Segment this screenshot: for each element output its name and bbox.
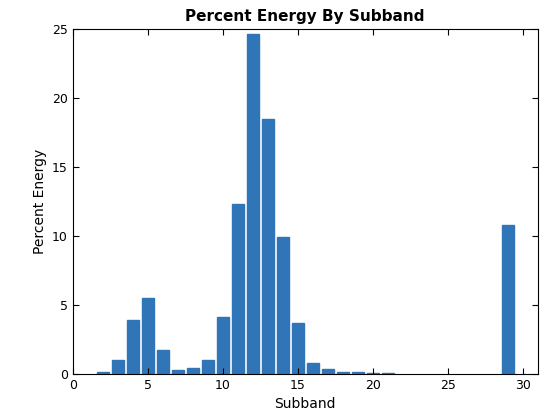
Bar [382,373,394,374]
Bar [97,372,109,374]
Bar [352,373,363,374]
Bar [202,360,214,374]
Bar [502,225,514,374]
Bar [367,373,379,374]
Bar [127,320,139,374]
Bar [232,205,244,374]
Bar [112,360,124,374]
Bar [186,368,199,374]
Bar [307,363,319,374]
Bar [337,372,349,374]
Bar [321,369,334,374]
Title: Percent Energy By Subband: Percent Energy By Subband [185,9,425,24]
Bar [262,119,274,374]
Bar [277,237,289,374]
Bar [172,370,184,374]
Bar [157,350,169,374]
Bar [247,34,259,374]
Y-axis label: Percent Energy: Percent Energy [32,149,46,254]
Bar [292,323,304,374]
Bar [142,298,154,374]
X-axis label: Subband: Subband [274,397,336,411]
Bar [217,318,228,374]
